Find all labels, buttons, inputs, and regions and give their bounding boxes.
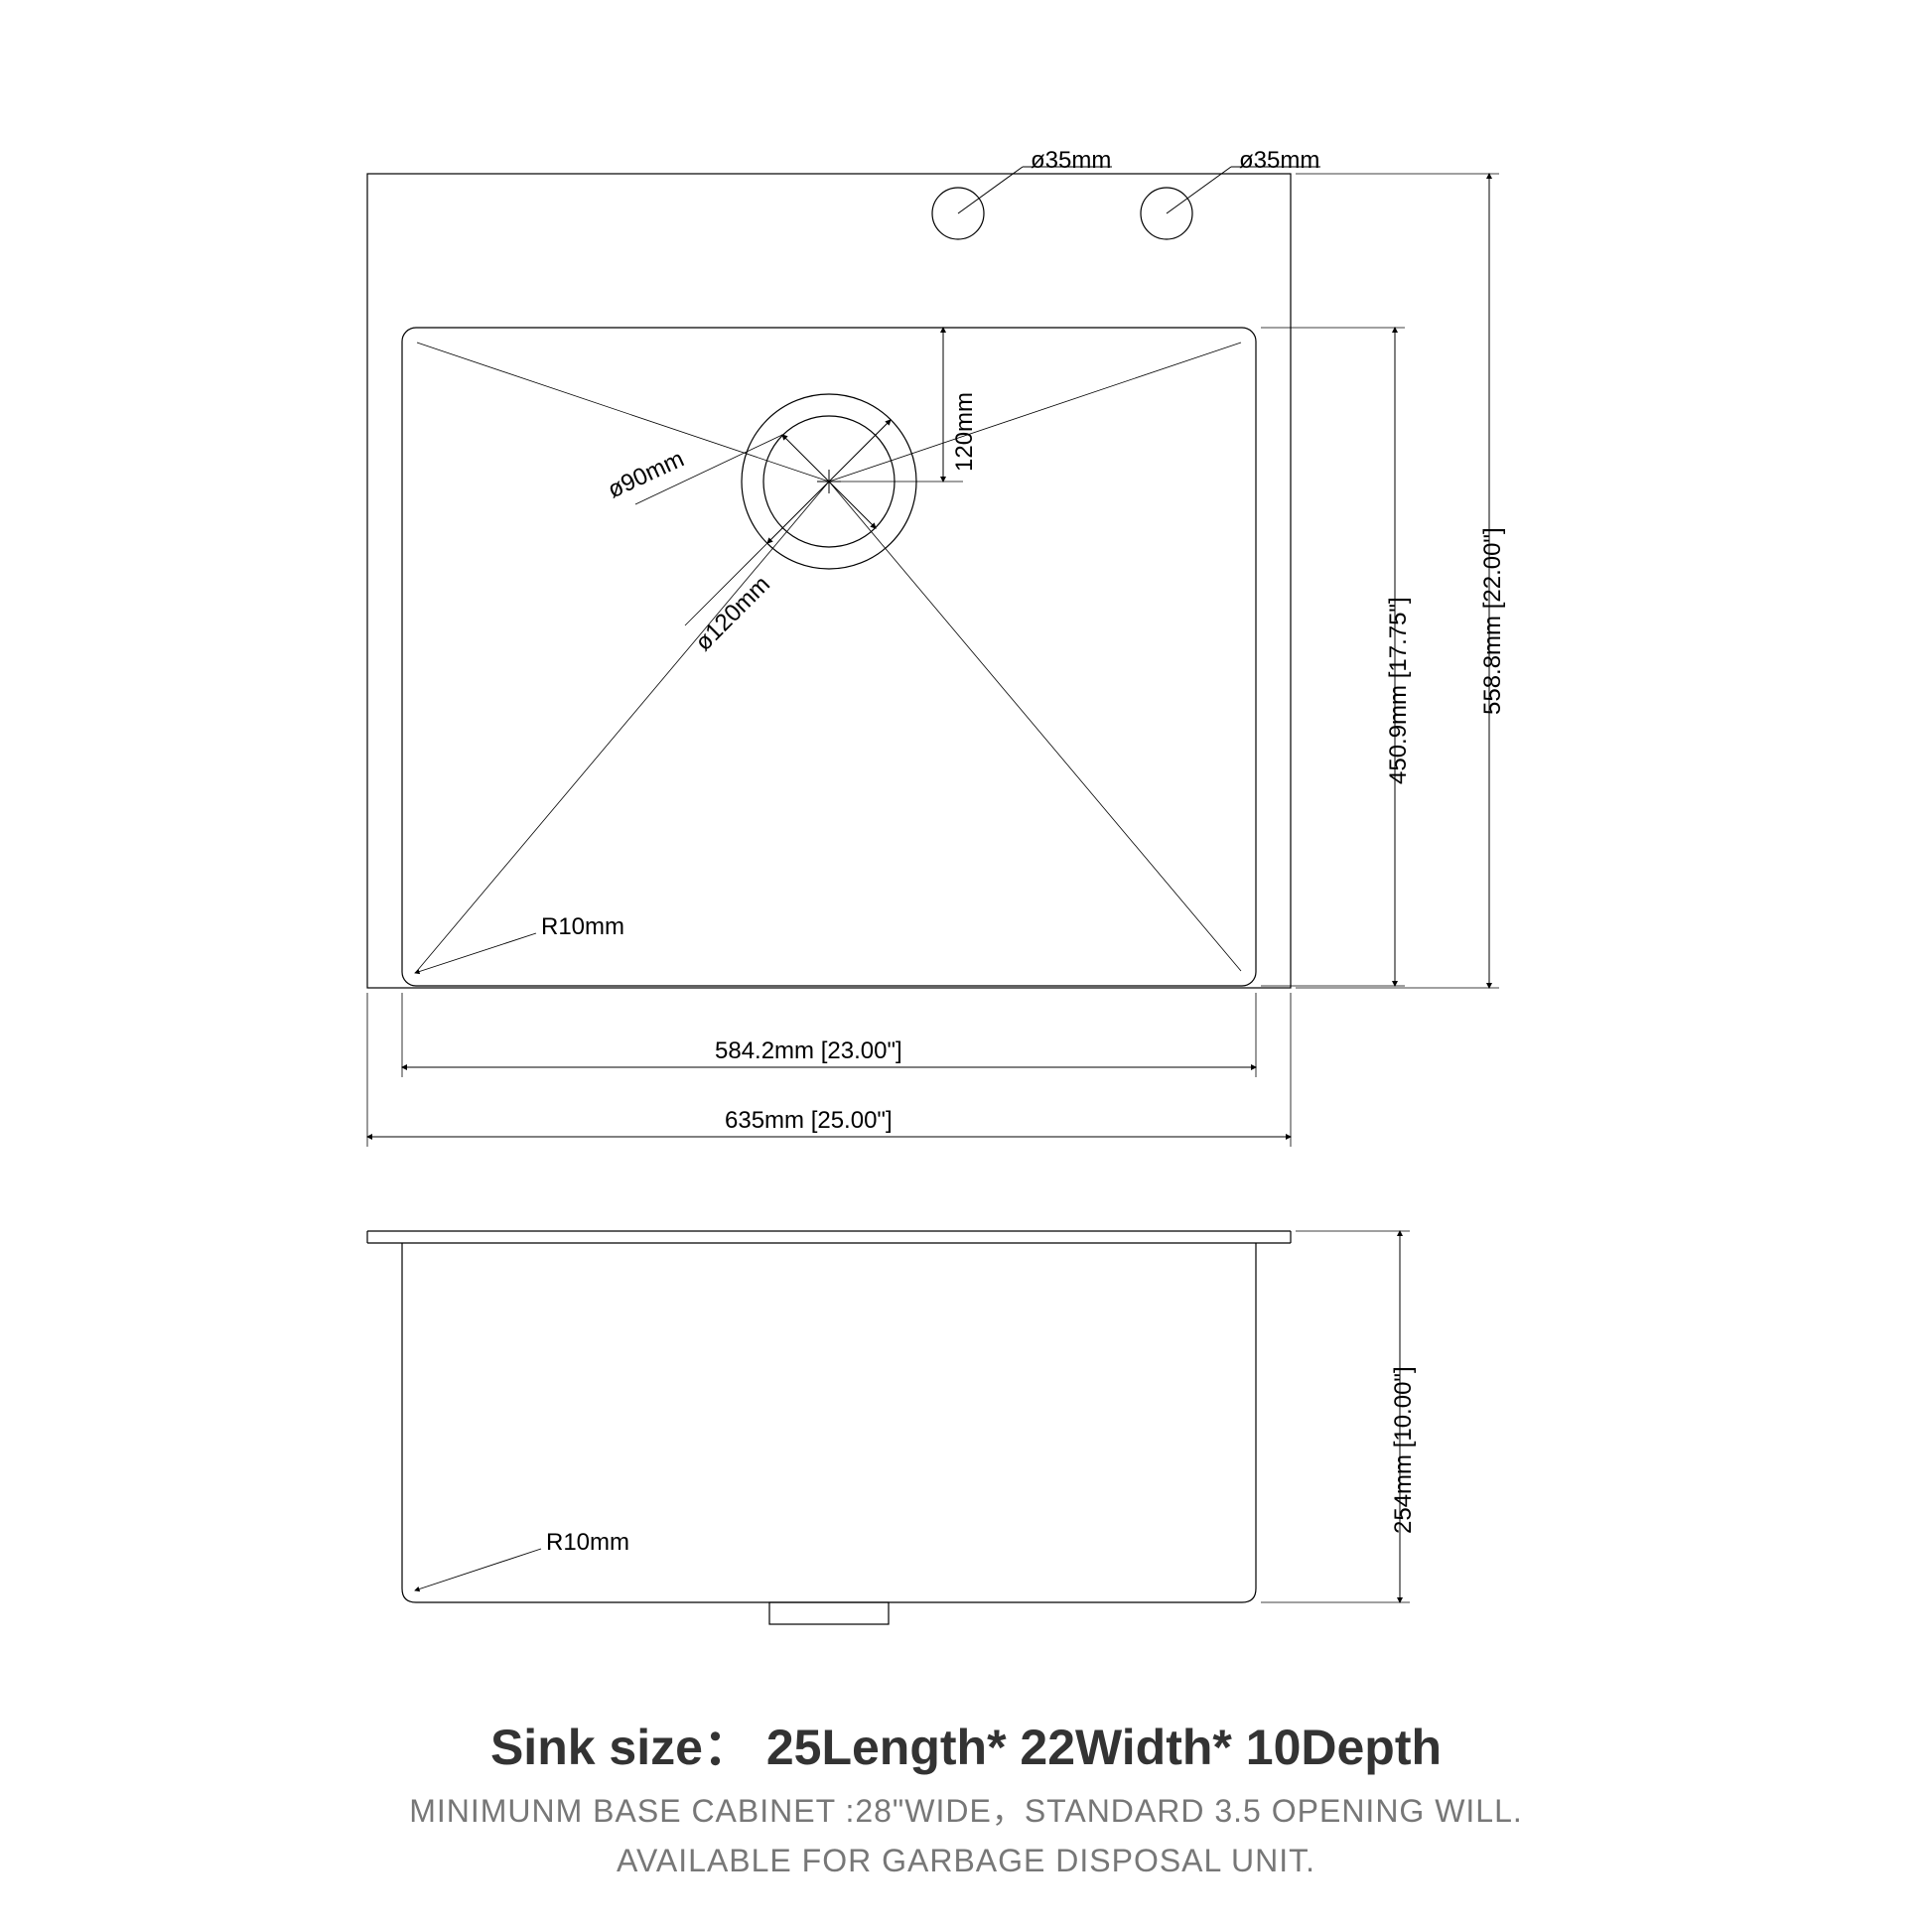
footer-line2: AVAILABLE FOR GARBAGE DISPOSAL UNIT. [617, 1843, 1315, 1878]
hole1-dia-label: ø35mm [1031, 147, 1111, 175]
drain-offset-label: 120mm [951, 392, 979, 472]
depth-label: 254mm [10.00"] [1390, 1366, 1418, 1534]
technical-drawing [0, 0, 1932, 1932]
inner-width-label: 584.2mm [23.00"] [715, 1037, 902, 1065]
footer-line1-row: MINIMUNM BASE CABINET :28"WIDE，STANDARD … [0, 1787, 1932, 1835]
side-corner-radius-label: R10mm [546, 1529, 629, 1557]
outer-height-label: 558.8mm [22.00"] [1479, 527, 1507, 715]
footer-line2-row: AVAILABLE FOR GARBAGE DISPOSAL UNIT. [0, 1837, 1932, 1884]
outer-width-label: 635mm [25.00"] [725, 1107, 893, 1135]
drawing-container: ø35mm ø35mm 120mm ø90mm ø120mm R10mm 584… [0, 0, 1932, 1932]
sink-size-title: Sink size： 25Length* 22Width* 10Depth [490, 1720, 1442, 1775]
inner-height-label: 450.9mm [17.75"] [1385, 597, 1413, 784]
footer-title-row: Sink size： 25Length* 22Width* 10Depth [0, 1708, 1932, 1779]
footer-line1: MINIMUNM BASE CABINET :28"WIDE，STANDARD … [409, 1793, 1523, 1829]
hole2-dia-label: ø35mm [1239, 147, 1319, 175]
top-corner-radius-label: R10mm [541, 913, 624, 941]
